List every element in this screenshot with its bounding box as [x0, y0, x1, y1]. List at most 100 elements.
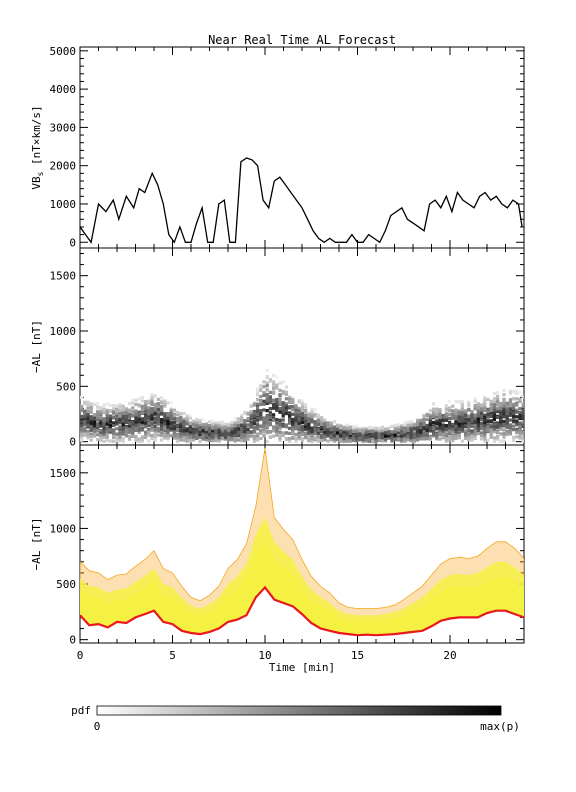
pdf-cell: [409, 431, 413, 435]
pdf-cell: [489, 419, 493, 423]
pdf-cell: [521, 417, 524, 421]
pdf-cell: [281, 409, 285, 413]
pdf-cell: [256, 409, 260, 413]
pdf-cell: [422, 425, 426, 429]
pdf-cell: [92, 413, 96, 417]
pdf-cell: [467, 419, 471, 423]
pdf-cell: [182, 419, 186, 424]
pdf-cell: [396, 423, 400, 427]
pdf-cell: [368, 434, 372, 439]
pdf-cell: [240, 432, 244, 436]
pdf-cell: [460, 439, 464, 443]
pdf-cell: [288, 439, 292, 443]
pdf-cell: [236, 431, 240, 435]
pdf-cell: [297, 437, 301, 441]
pdf-cell: [374, 428, 378, 432]
colorbar-gradient: [96, 705, 502, 716]
pdf-cell: [326, 425, 330, 429]
pdf-cell: [105, 416, 109, 420]
pdf-cell: [438, 429, 442, 433]
pdf-cell: [156, 421, 160, 426]
x-tick-label: 10: [258, 649, 271, 662]
pdf-cell: [473, 407, 477, 411]
pdf-cell: [339, 439, 343, 443]
pdf-cell: [467, 400, 471, 404]
pdf-cell: [144, 415, 148, 419]
pdf-cell: [422, 435, 426, 439]
pdf-cell: [448, 431, 452, 435]
pdf-cell: [172, 436, 176, 440]
pdf-cell: [118, 403, 122, 407]
pdf-cell: [310, 437, 314, 441]
pdf-cell: [480, 431, 484, 435]
pdf-cell: [371, 426, 375, 430]
pdf-cell: [316, 431, 320, 435]
pdf-cell: [409, 428, 413, 432]
pdf-cell: [336, 433, 340, 437]
pdf-cell: [403, 433, 407, 438]
pdf-cell: [115, 432, 119, 436]
pdf-cell: [294, 426, 298, 431]
pdf-cell: [243, 425, 247, 429]
pdf-cell: [217, 424, 221, 428]
pdf-cell: [460, 428, 464, 432]
pdf-cell: [124, 418, 128, 422]
pdf-cell: [464, 432, 468, 436]
pdf-cell: [380, 439, 384, 443]
pdf-cell: [473, 426, 477, 430]
pdf-cell: [483, 399, 487, 403]
pdf-cell: [489, 407, 493, 411]
pdf-cell: [240, 414, 244, 418]
pdf-cell: [265, 420, 269, 424]
pdf-cell: [275, 398, 279, 402]
pdf-cell: [352, 437, 356, 441]
pdf-cell: [144, 434, 148, 438]
pdf-cell: [182, 433, 186, 437]
pdf-cell: [457, 419, 461, 423]
pdf-cell: [355, 432, 359, 437]
pdf-cell: [163, 401, 167, 405]
pdf-cell: [422, 417, 426, 421]
pdf-cell: [444, 418, 448, 422]
pdf-cell: [454, 427, 458, 431]
pdf-cell: [115, 427, 119, 431]
pdf-cell: [377, 438, 381, 442]
pdf-cell: [291, 419, 295, 424]
pdf-cell: [467, 433, 471, 437]
pdf-cell: [102, 411, 106, 415]
pdf-cell: [496, 409, 500, 413]
pdf-cell: [150, 393, 154, 397]
pdf-cell: [416, 423, 420, 427]
pdf-cell: [102, 403, 106, 407]
pdf-cell: [169, 413, 173, 417]
pdf-cell: [345, 428, 349, 432]
pdf-cell: [83, 415, 87, 419]
pdf-cell: [294, 423, 298, 427]
pdf-cell: [406, 420, 410, 424]
pdf-cell: [224, 425, 228, 429]
pdf-cell: [502, 412, 506, 416]
pdf-cell: [108, 414, 112, 418]
pdf-cell: [179, 432, 183, 436]
pdf-cell: [108, 417, 112, 421]
pdf-cell: [428, 415, 432, 419]
pdf-cell: [508, 389, 512, 393]
pdf-cell: [89, 405, 93, 409]
pdf-cell: [128, 427, 132, 431]
pdf-cell: [470, 429, 474, 433]
pdf-cell: [147, 399, 151, 403]
pdf-cell: [284, 423, 288, 427]
y-tick-label: 0: [69, 236, 76, 249]
pdf-cell: [339, 430, 343, 434]
pdf-cell: [80, 433, 84, 437]
pdf-cell: [176, 410, 180, 414]
pdf-cell: [188, 416, 192, 420]
pdf-cell: [249, 410, 253, 414]
pdf-cell: [284, 437, 288, 441]
colorbar: pdf 0 max(p): [71, 704, 520, 733]
pdf-cell: [150, 400, 154, 404]
pdf-cell: [496, 403, 500, 407]
pdf-cell: [451, 434, 455, 438]
pdf-cell: [416, 426, 420, 430]
pdf-cell: [345, 439, 349, 443]
